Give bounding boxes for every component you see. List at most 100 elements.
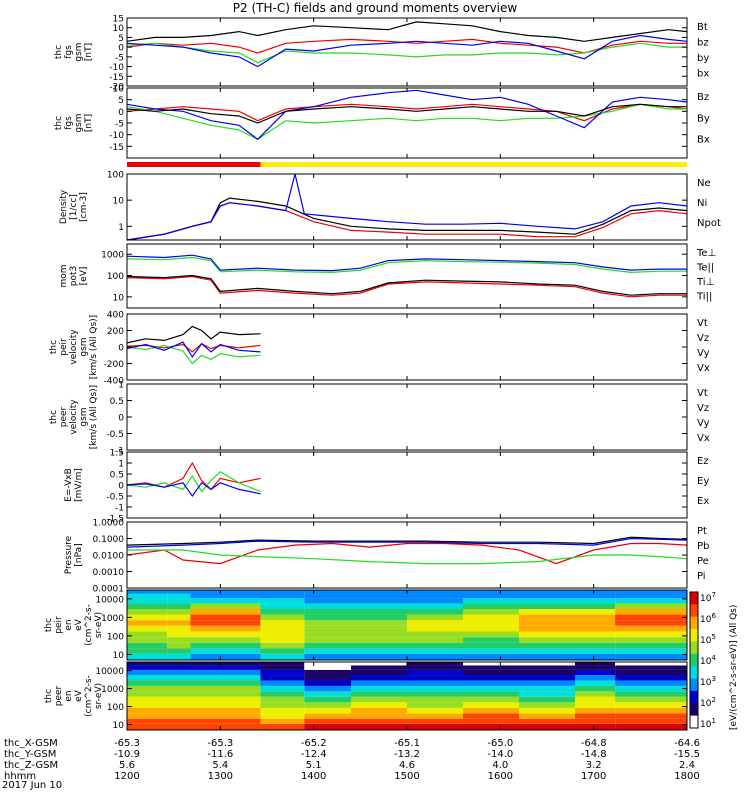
legend-entry: Bt — [697, 22, 708, 33]
heatmap-cell — [127, 707, 261, 714]
y-tick-label: 100 — [107, 632, 124, 642]
heatmap-cell — [407, 696, 463, 703]
heatmap-cell — [575, 675, 616, 681]
heatmap-cell — [304, 718, 351, 724]
heatmap-cell — [304, 685, 351, 692]
x-row-label: thc_X-GSM — [4, 738, 58, 749]
heatmap-cell — [190, 653, 261, 660]
heatmap-cell — [407, 718, 463, 724]
heatmap-cell — [407, 614, 463, 621]
colorbar-frame — [689, 591, 699, 729]
heatmap-cell — [463, 614, 519, 621]
heatmap-cell — [575, 662, 616, 666]
mode-bar-segment — [260, 162, 687, 167]
colorbar-swatch — [690, 690, 698, 704]
y-axis-label: [nT] — [84, 43, 94, 61]
legend-entry: Vx — [697, 433, 710, 444]
heatmap-cell — [463, 590, 519, 594]
panel-pressure: 1.0000 0.1000 0.0100 0.0010 0.0001 Pressure [n… — [64, 519, 709, 595]
colorbar-swatch — [690, 703, 698, 717]
heatmap-cell — [260, 625, 305, 632]
heatmap-cell — [615, 665, 687, 670]
heatmap-cell — [190, 590, 261, 594]
heatmap-cell — [463, 696, 519, 703]
panel-frame — [126, 451, 688, 519]
y-tick-label: 200 — [107, 327, 124, 337]
series-line-Vt — [126, 325, 261, 344]
y-tick-label: 10 — [113, 24, 125, 34]
heatmap-cell — [575, 669, 616, 676]
y-axis-label: thc — [49, 340, 59, 354]
heatmap-cell — [351, 675, 407, 681]
y-axis-label: eV — [74, 689, 84, 702]
heatmap-cell — [615, 609, 687, 615]
panel-frame — [126, 87, 688, 159]
heatmap-cell — [260, 593, 305, 599]
x-row-value: -65.0 — [487, 738, 513, 749]
heatmap-cell — [260, 590, 305, 594]
heatmap-cell — [407, 691, 463, 697]
x-row-value: 1200 — [114, 771, 139, 782]
heatmap-cell — [575, 723, 616, 730]
heatmap-cell — [260, 707, 305, 714]
series-line-Vz — [126, 342, 261, 353]
y-tick-label: 1 — [118, 460, 124, 470]
x-row-label: thc_Z-GSM — [4, 760, 58, 771]
heatmap-cell — [127, 625, 168, 632]
heatmap-cell — [463, 702, 519, 708]
x-row-value: 5.1 — [306, 760, 322, 771]
heatmap-cell — [190, 593, 261, 599]
heatmap-cell — [519, 625, 616, 632]
series-line-Npot — [126, 173, 688, 241]
y-axis-label: [km/s (All Qs)] — [89, 385, 99, 449]
y-axis-label: (cm^2-s- — [84, 604, 94, 646]
y-tick-label: 100 — [107, 171, 124, 181]
heatmap-cell — [615, 653, 687, 660]
heatmap-cell — [407, 637, 463, 643]
y-axis-label: peir — [54, 616, 64, 634]
y-tick-label: 5 — [118, 96, 124, 106]
colorbar-swatch — [690, 666, 698, 680]
series-line-Bt — [126, 21, 688, 42]
heatmap-cell — [304, 702, 351, 708]
heatmap-cell — [519, 718, 575, 724]
y-axis-label: thc — [44, 618, 54, 632]
colorbar-tick-label: 102 — [700, 696, 716, 709]
x-row-value: -14.0 — [487, 749, 513, 760]
heatmap-cell — [167, 631, 191, 638]
y-tick-label: 10 — [113, 85, 125, 95]
heatmap-cell — [260, 598, 305, 604]
heatmap-cell — [575, 718, 616, 724]
y-tick-label: 10 — [113, 721, 125, 731]
heatmap-cell — [127, 718, 261, 724]
y-axis-label: Pressure — [64, 535, 74, 574]
heatmap-cell — [519, 590, 616, 594]
legend-entry: Ni — [697, 198, 707, 209]
heatmap-cell — [463, 653, 519, 660]
heatmap-cell — [575, 665, 616, 670]
colorbar-swatch — [690, 629, 698, 642]
heatmap-cell — [127, 691, 261, 697]
legend-entry: Bx — [697, 135, 710, 146]
y-tick-label: -10 — [109, 131, 124, 141]
y-tick-label: 0 — [118, 44, 124, 54]
heatmap-cell — [127, 723, 261, 730]
x-row-value: -65.3 — [207, 738, 233, 749]
heatmap-cell — [304, 653, 407, 660]
heatmap-cell — [190, 625, 261, 632]
heatmap-cell — [615, 598, 687, 604]
heatmap-cell — [127, 603, 168, 610]
mode-bar — [127, 162, 687, 167]
heatmap-cell — [260, 665, 305, 670]
y-axis-label: en — [64, 690, 74, 701]
y-axis-label: gsm — [79, 407, 89, 426]
heatmap-cell — [127, 590, 168, 594]
heatmap-cell — [463, 620, 519, 626]
heatmap-cell — [519, 653, 616, 660]
heatmap-cell — [463, 648, 519, 654]
y-tick-label: -20 — [109, 83, 124, 93]
y-tick-label: 1 — [118, 223, 124, 233]
heatmap-cell — [260, 685, 305, 692]
heatmap-cell — [615, 707, 687, 714]
